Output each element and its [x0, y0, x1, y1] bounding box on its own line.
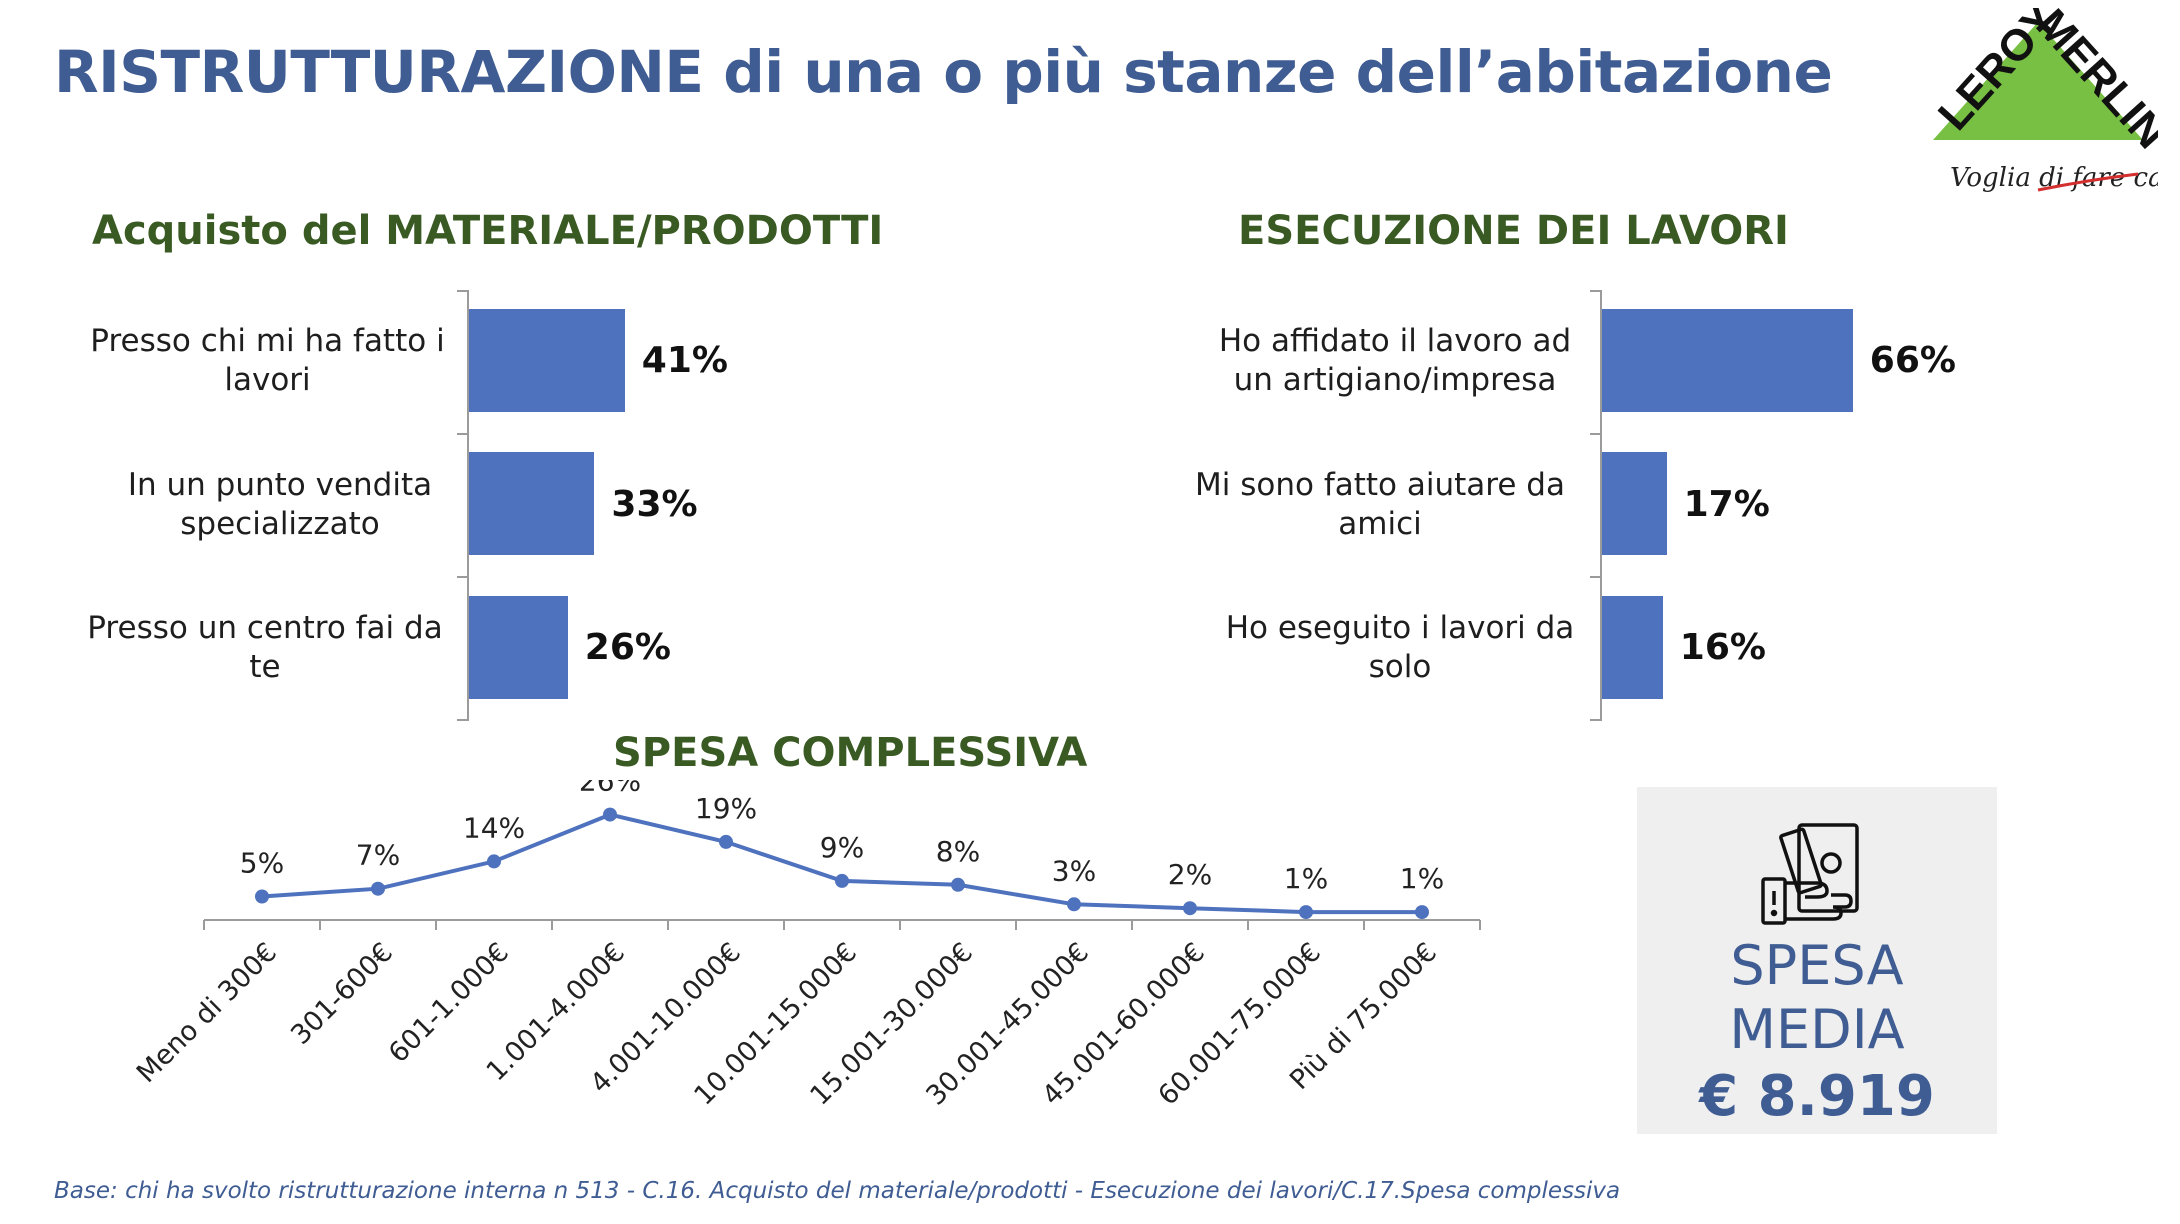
- data-point: [951, 877, 965, 892]
- data-label: 26%: [579, 780, 641, 798]
- tick: [457, 290, 469, 292]
- bar-label: Ho eseguito i lavori da solo: [1225, 610, 1575, 685]
- bar-value: 33%: [611, 484, 698, 525]
- bar-materiale-2: [469, 596, 568, 699]
- data-point: [835, 873, 849, 888]
- bar-label: Presso un centro fai da te: [87, 610, 443, 685]
- bar-label: Mi sono fatto aiutare da amici: [1195, 467, 1565, 542]
- data-point: [719, 834, 733, 849]
- tick: [457, 719, 469, 721]
- data-point: [1415, 905, 1429, 920]
- category-label: 601-1.000€: [383, 937, 515, 1069]
- line-chart-spesa: 5% Meno di 300€ 7% 301-600€ 14% 601-1.000€ 26%…: [131, 780, 1481, 1112]
- data-point: [1067, 897, 1081, 912]
- bar-materiale-1: [469, 452, 595, 555]
- axis-materiale: [467, 290, 469, 720]
- data-label: 1%: [1400, 862, 1444, 895]
- bar-label: In un punto vendita specializzato: [127, 467, 433, 542]
- bar-value: 41%: [641, 340, 728, 381]
- tick: [1590, 433, 1602, 435]
- category-label: Meno di 300€: [131, 937, 283, 1089]
- category-label: 301-600€: [285, 937, 399, 1051]
- bar-label: Presso chi mi ha fatto i lavori: [90, 323, 445, 398]
- footnote: Base: chi ha svolto ristrutturazione int…: [54, 1178, 1621, 1204]
- money-hand-icon: [1761, 817, 1873, 929]
- spesa-media-label-1: SPESA: [1730, 934, 1904, 997]
- data-label: 14%: [463, 811, 525, 844]
- bar-label: Ho affidato il lavoro ad un artigiano/im…: [1218, 323, 1572, 398]
- logo-tagline: Voglia di fare casa.: [1950, 163, 2158, 193]
- bar-esecuzione-1: [1602, 452, 1667, 555]
- tick: [1590, 576, 1602, 578]
- bar-value: 26%: [584, 627, 671, 668]
- bar-value: 66%: [1869, 340, 1956, 381]
- data-label: 7%: [356, 839, 400, 872]
- data-point: [603, 807, 617, 822]
- data-label: 19%: [695, 792, 757, 825]
- spesa-media-label-2: MEDIA: [1729, 998, 1905, 1061]
- data-label: 5%: [240, 847, 284, 880]
- data-point: [371, 881, 385, 896]
- data-label: 9%: [820, 831, 864, 864]
- logo-graphic: LEROY MERLIN Voglia di fare casa.: [1929, 0, 2180, 193]
- tick: [457, 433, 469, 435]
- leroy-merlin-logo: LEROY MERLIN Voglia di fare casa.: [1918, 0, 2180, 208]
- bar-value: 17%: [1683, 484, 1770, 525]
- data-point: [1183, 901, 1197, 916]
- data-label: 8%: [936, 835, 980, 868]
- bar-materiale-0: [469, 309, 625, 412]
- axis-esecuzione: [1600, 290, 1602, 720]
- spesa-media-value: € 8.919: [1699, 1064, 1935, 1129]
- tick: [1590, 290, 1602, 292]
- spesa-media-box: SPESA MEDIA € 8.919: [1637, 787, 1997, 1134]
- tick: [457, 576, 469, 578]
- bar-esecuzione-2: [1602, 596, 1663, 699]
- data-label: 2%: [1168, 858, 1212, 891]
- bar-value: 16%: [1679, 627, 1766, 668]
- data-point: [255, 889, 269, 904]
- chart-title-esecuzione: ESECUZIONE DEI LAVORI: [1238, 208, 1789, 254]
- data-label: 1%: [1284, 862, 1328, 895]
- page-title: RISTRUTTURAZIONE di una o più stanze del…: [54, 38, 1833, 106]
- chart-title-spesa: SPESA COMPLESSIVA: [613, 730, 1088, 776]
- tick: [1590, 719, 1602, 721]
- data-point: [1299, 905, 1313, 920]
- data-point: [487, 854, 501, 869]
- chart-title-materiale: Acquisto del MATERIALE/PRODOTTI: [92, 208, 884, 254]
- data-label: 3%: [1052, 854, 1096, 887]
- bar-esecuzione-0: [1602, 309, 1853, 412]
